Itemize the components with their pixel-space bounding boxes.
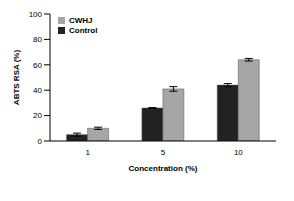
html-text:Control: Control bbox=[69, 26, 98, 35]
svg-text:1: 1 bbox=[85, 148, 90, 157]
svg-text:100: 100 bbox=[29, 10, 43, 19]
svg-text:20: 20 bbox=[33, 111, 42, 120]
svg-text:5: 5 bbox=[161, 148, 166, 157]
svg-text:0: 0 bbox=[38, 137, 43, 146]
svg-text:ABTS RSA (%): ABTS RSA (%) bbox=[12, 50, 21, 106]
svg-text:60: 60 bbox=[33, 61, 42, 70]
html-text:CWHJ: CWHJ bbox=[69, 16, 93, 25]
svg-text:80: 80 bbox=[33, 35, 42, 44]
svg-text:Concentration (%): Concentration (%) bbox=[129, 164, 198, 173]
svg-text:40: 40 bbox=[33, 86, 42, 95]
svg-text:10: 10 bbox=[234, 148, 243, 157]
